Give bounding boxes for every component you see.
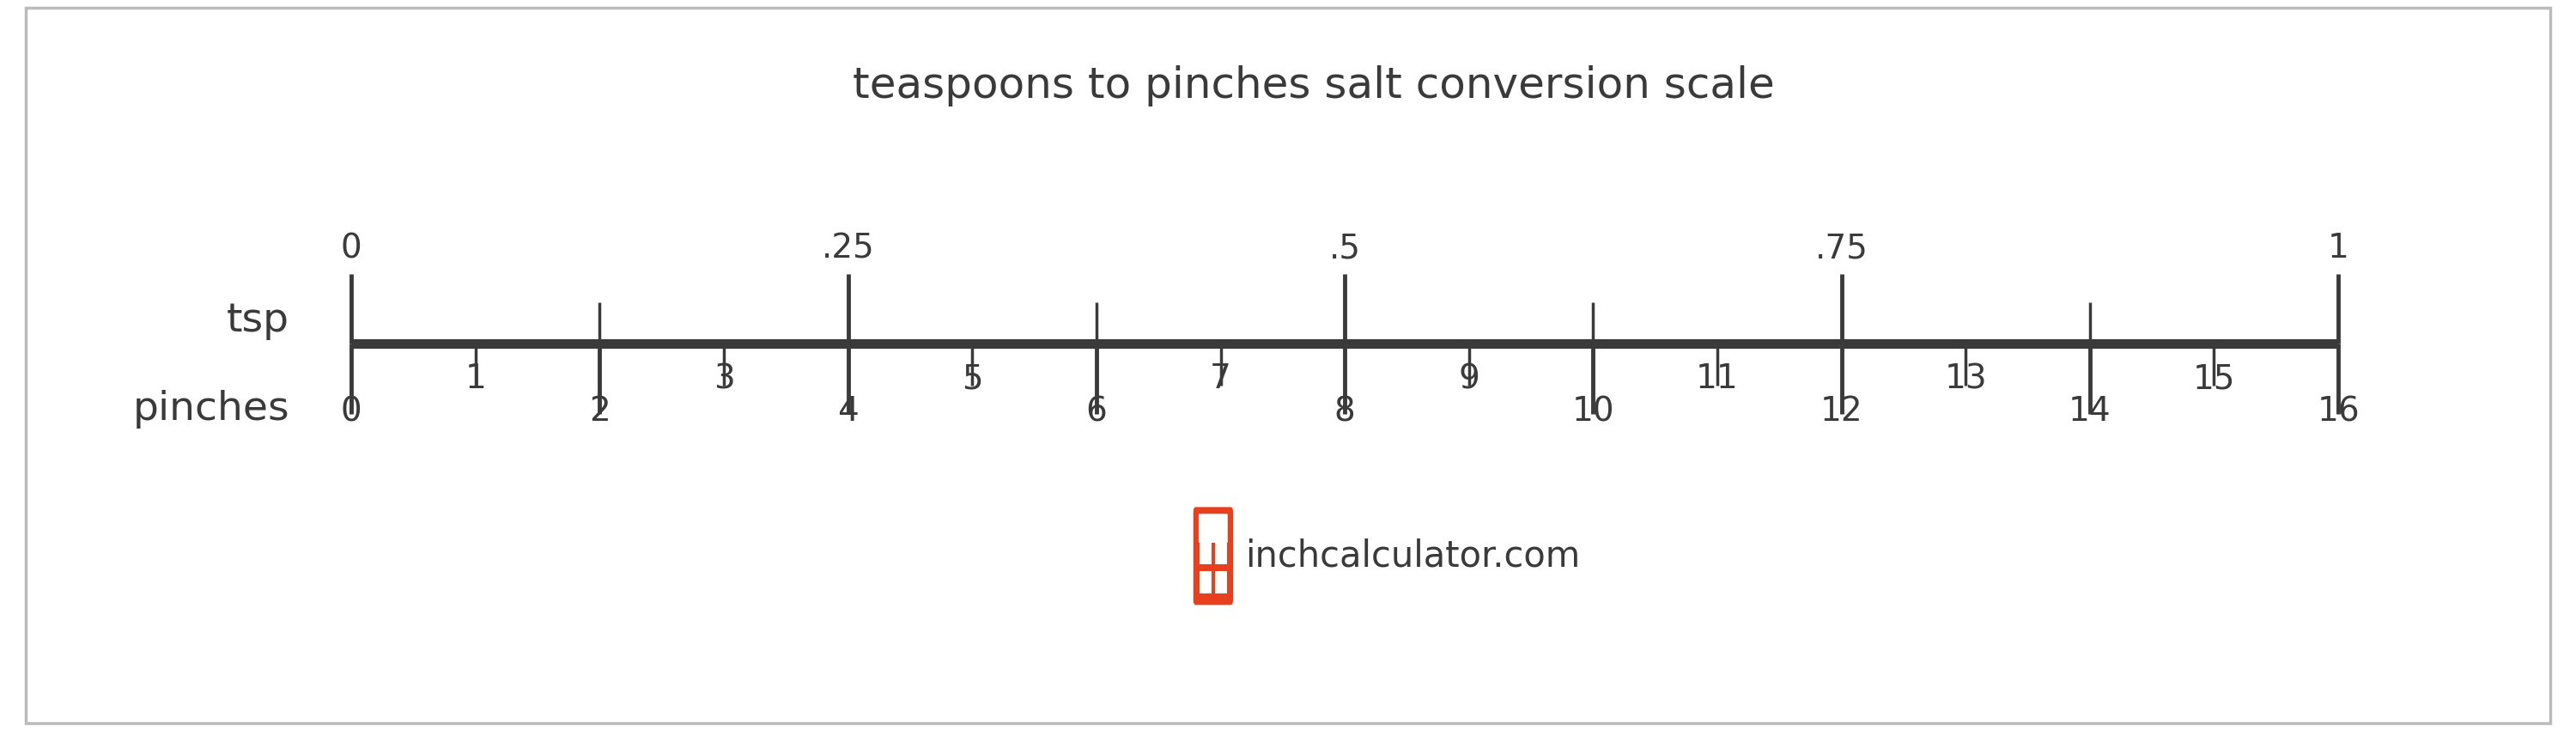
Text: 11: 11 [1695, 363, 1739, 395]
Text: 9: 9 [1458, 363, 1479, 395]
FancyBboxPatch shape [1216, 542, 1226, 564]
Text: 14: 14 [2069, 395, 2112, 428]
Text: inchcalculator.com: inchcalculator.com [1244, 538, 1582, 574]
Text: .75: .75 [1816, 232, 1868, 265]
Text: 15: 15 [2192, 363, 2236, 395]
Text: 4: 4 [837, 395, 858, 428]
FancyBboxPatch shape [1216, 571, 1226, 593]
Text: 0: 0 [340, 232, 363, 265]
Text: 12: 12 [1821, 395, 1862, 428]
Text: 3: 3 [714, 363, 734, 395]
Text: .5: .5 [1329, 232, 1360, 265]
Text: teaspoons to pinches salt conversion scale: teaspoons to pinches salt conversion sca… [853, 65, 1775, 107]
Text: tsp: tsp [227, 301, 289, 340]
Text: .25: .25 [822, 232, 876, 265]
Text: 5: 5 [961, 363, 984, 395]
Text: 6: 6 [1084, 395, 1108, 428]
FancyBboxPatch shape [1193, 507, 1234, 605]
Text: pinches: pinches [131, 390, 289, 429]
FancyBboxPatch shape [1198, 514, 1229, 542]
Text: 1: 1 [2329, 232, 2349, 265]
Text: 8: 8 [1334, 395, 1355, 428]
Text: 7: 7 [1211, 363, 1231, 395]
Text: 1: 1 [464, 363, 487, 395]
Text: 0: 0 [340, 395, 363, 428]
Text: 16: 16 [2316, 395, 2360, 428]
FancyBboxPatch shape [1200, 571, 1211, 593]
Text: 10: 10 [1571, 395, 1615, 428]
Text: 2: 2 [590, 395, 611, 428]
FancyBboxPatch shape [1200, 542, 1211, 564]
Text: 13: 13 [1945, 363, 1986, 395]
